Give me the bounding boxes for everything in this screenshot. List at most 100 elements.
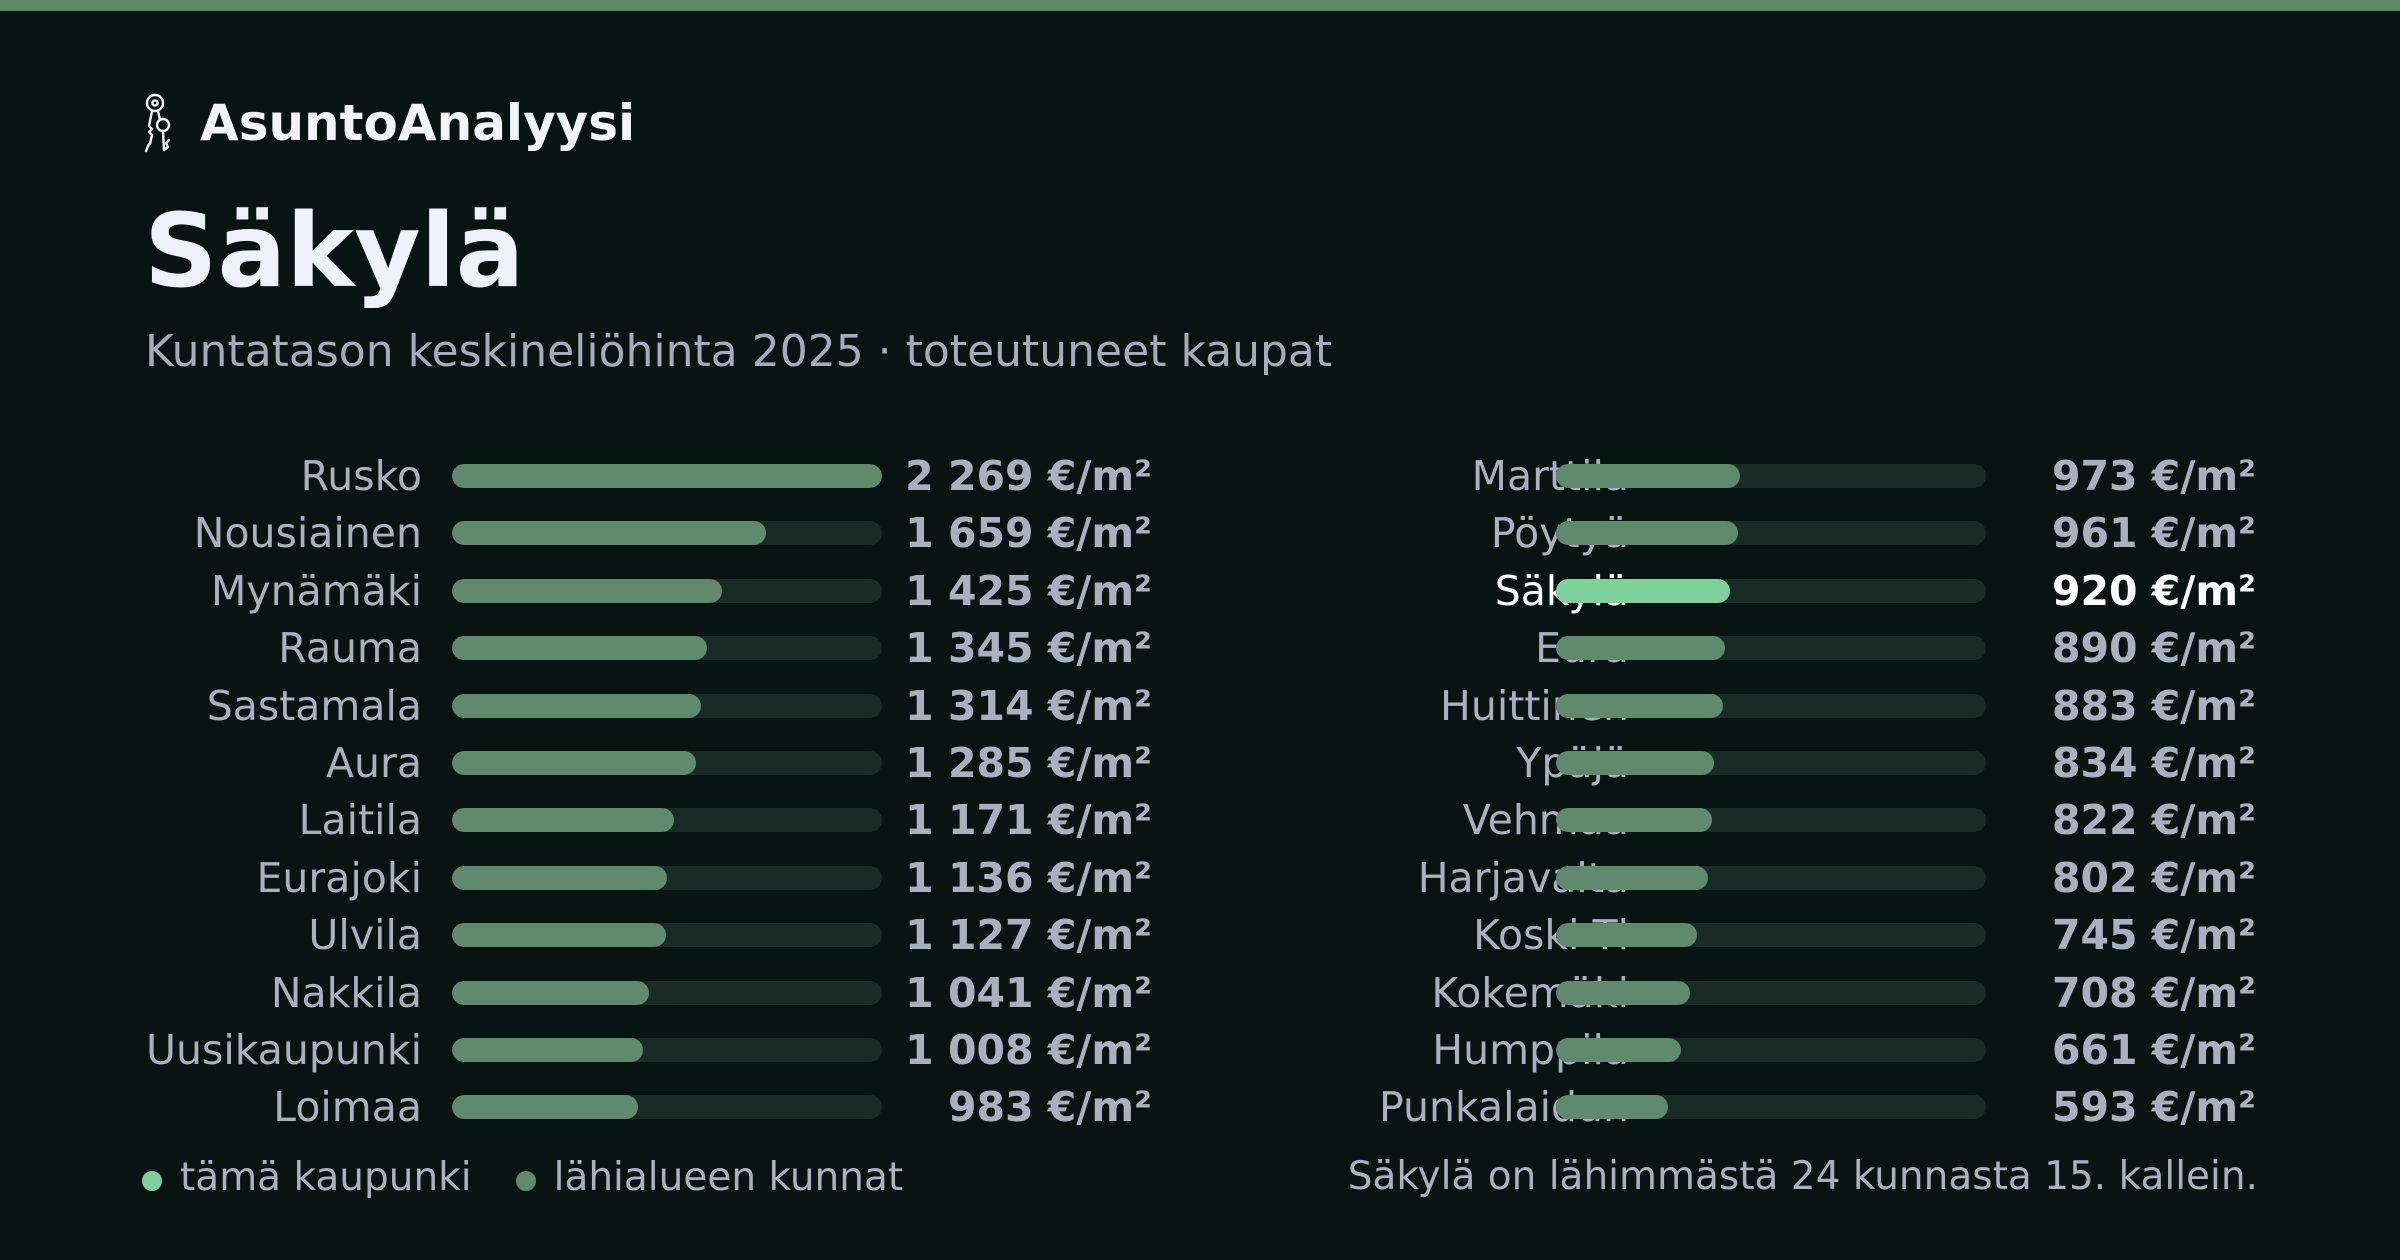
bar-row: Aura 1 285 €/m² (0, 735, 1152, 792)
bar-value-label: 1 345 €/m² (905, 624, 1152, 673)
bar-track (1556, 980, 1986, 1005)
bar (452, 521, 766, 546)
ranking-note: Säkylä on lähimmästä 24 kunnasta 15. kal… (1347, 1154, 2258, 1199)
bar-track (452, 636, 882, 661)
bar-track (452, 578, 882, 603)
bar-value-label: 1 659 €/m² (905, 509, 1152, 558)
bar (1556, 578, 1730, 603)
bar (1556, 636, 1725, 661)
top-accent-bar (0, 0, 2400, 11)
bar-value-label: 920 €/m² (2051, 566, 2256, 615)
bar-value-label: 802 €/m² (2051, 853, 2256, 902)
bar (1556, 980, 1690, 1005)
bar (452, 578, 722, 603)
bar-row: Eura890 €/m² (1104, 620, 2256, 677)
bar (1556, 1095, 1668, 1120)
bar-value-label: 593 €/m² (2051, 1083, 2256, 1132)
bar-value-label: 1 041 €/m² (905, 968, 1152, 1017)
bar-label: Loimaa (273, 1083, 422, 1132)
bar-label: Aura (325, 738, 422, 787)
bar-track (452, 865, 882, 890)
bar (452, 1037, 643, 1062)
bar-track (1556, 1095, 1986, 1120)
bar-row: Nakkila 1 041 €/m² (0, 965, 1152, 1022)
bar-row: Koski Tl 745 €/m² (1104, 907, 2256, 964)
bar-value-label: 661 €/m² (2051, 1025, 2256, 1074)
legend-label-nearby: lähialueen kunnat (553, 1154, 904, 1200)
page-title: Säkylä (144, 192, 525, 311)
bar-label: Nousiainen (193, 509, 422, 558)
bar-row: Rauma 1 345 €/m² (0, 620, 1152, 677)
bar-track (452, 521, 882, 546)
bar-track (452, 693, 882, 718)
bar (452, 923, 666, 948)
bar-value-label: 1 425 €/m² (905, 566, 1152, 615)
bar-value-label: 1 171 €/m² (905, 796, 1152, 845)
bar (1556, 808, 1712, 833)
bar (452, 750, 696, 775)
bar-row: Vehmaa 822 €/m² (1104, 792, 2256, 849)
bar-label: Sastamala (206, 681, 422, 730)
bar-value-label: 1 314 €/m² (905, 681, 1152, 730)
bar (452, 464, 882, 488)
bar-row: Uusikaupunki 1 008 €/m² (0, 1022, 1152, 1079)
bar-track (452, 808, 882, 833)
bar (452, 636, 707, 661)
bar-track (452, 1095, 882, 1120)
bar-track (452, 464, 882, 488)
bar-row: Punkalaidun 593 €/m² (1104, 1079, 2256, 1136)
bar (1556, 923, 1697, 948)
bar-track (452, 980, 882, 1005)
bar-track (452, 1037, 882, 1062)
bar-value-label: 883 €/m² (2051, 681, 2256, 730)
bar-value-label: 961 €/m² (2051, 509, 2256, 558)
bar-value-label: 2 269 €/m² (905, 452, 1152, 500)
bar (452, 1095, 638, 1120)
bar (1556, 521, 1738, 546)
bar-row: Marttila 973 €/m² (1104, 448, 2256, 505)
bar (452, 980, 649, 1005)
bar-label: Mynämäki (211, 566, 422, 615)
bar-track (1556, 750, 1986, 775)
bar-label: Rusko (300, 452, 422, 500)
bar-track (1556, 808, 1986, 833)
bar (1556, 750, 1714, 775)
bar (1556, 693, 1723, 718)
bar-track (1556, 1037, 1986, 1062)
bar-track (1556, 464, 1986, 488)
legend-label-this-city: tämä kaupunki (180, 1154, 472, 1200)
bar (452, 693, 701, 718)
bar-value-label: 890 €/m² (2051, 624, 2256, 673)
legend: tämä kaupunki lähialueen kunnat (142, 1152, 947, 1202)
bar-track (1556, 521, 1986, 546)
legend-dot-highlight (142, 1171, 162, 1191)
bar-value-label: 708 €/m² (2051, 968, 2256, 1017)
bar (1556, 1037, 1681, 1062)
bar-row: Ulvila 1 127 €/m² (0, 907, 1152, 964)
bar-track (1556, 865, 1986, 890)
bar-row: Loimaa 983 €/m² (0, 1079, 1152, 1136)
bar-value-label: 973 €/m² (2051, 452, 2256, 500)
bar-label: Nakkila (270, 968, 422, 1017)
bar-value-label: 822 €/m² (2051, 796, 2256, 845)
bar-row: Nousiainen 1 659 €/m² (0, 505, 1152, 562)
bar (452, 865, 667, 890)
bar-row: Ypäjä834 €/m² (1104, 735, 2256, 792)
bar-label: Eurajoki (256, 853, 422, 902)
page-subtitle: Kuntatason keskineliöhinta 2025 · toteut… (145, 326, 1333, 377)
bar-row: Laitila 1 171 €/m² (0, 792, 1152, 849)
bar-value-label: 745 €/m² (2051, 911, 2256, 960)
bar-track (452, 923, 882, 948)
bar-label: Rauma (278, 624, 422, 673)
bar-row: Humppila 661 €/m² (1104, 1022, 2256, 1079)
bar-track (1556, 578, 1986, 603)
bar-row: Huittinen 883 €/m² (1104, 678, 2256, 735)
bar (1556, 464, 1740, 488)
bar-value-label: 1 008 €/m² (905, 1025, 1152, 1074)
keys-icon (142, 92, 176, 154)
bar-value-label: 1 136 €/m² (905, 853, 1152, 902)
brand: AsuntoAnalyysi (142, 88, 635, 158)
bar (452, 808, 674, 833)
bar-track (1556, 636, 1986, 661)
